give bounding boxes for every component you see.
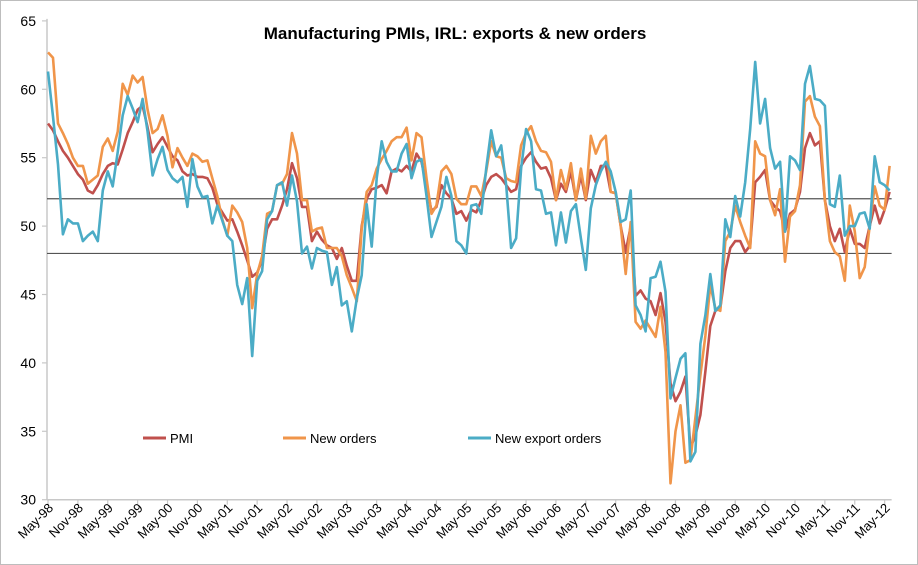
y-tick-label: 50	[20, 218, 36, 234]
y-tick-label: 55	[20, 150, 36, 166]
y-tick-label: 40	[20, 355, 36, 371]
series-line-new-export-orders	[46, 60, 891, 463]
legend: PMI New orders New export orders	[143, 431, 602, 446]
y-tick-label: 60	[20, 81, 36, 97]
legend-label-new-export-orders: New export orders	[495, 431, 602, 446]
y-tick-label: 65	[20, 13, 36, 29]
chart-title: Manufacturing PMIs, IRL: exports & new o…	[264, 24, 647, 43]
legend-label-pmi: PMI	[170, 431, 193, 446]
y-tick-label: 30	[20, 492, 36, 508]
y-tick-label: 35	[20, 423, 36, 439]
series-lines	[46, 51, 891, 485]
axes: 3035404550556065May-98Nov-98May-99Nov-99…	[15, 13, 893, 542]
legend-label-new-orders: New orders	[310, 431, 377, 446]
y-tick-label: 45	[20, 287, 36, 303]
series-line-new-orders	[47, 51, 891, 485]
